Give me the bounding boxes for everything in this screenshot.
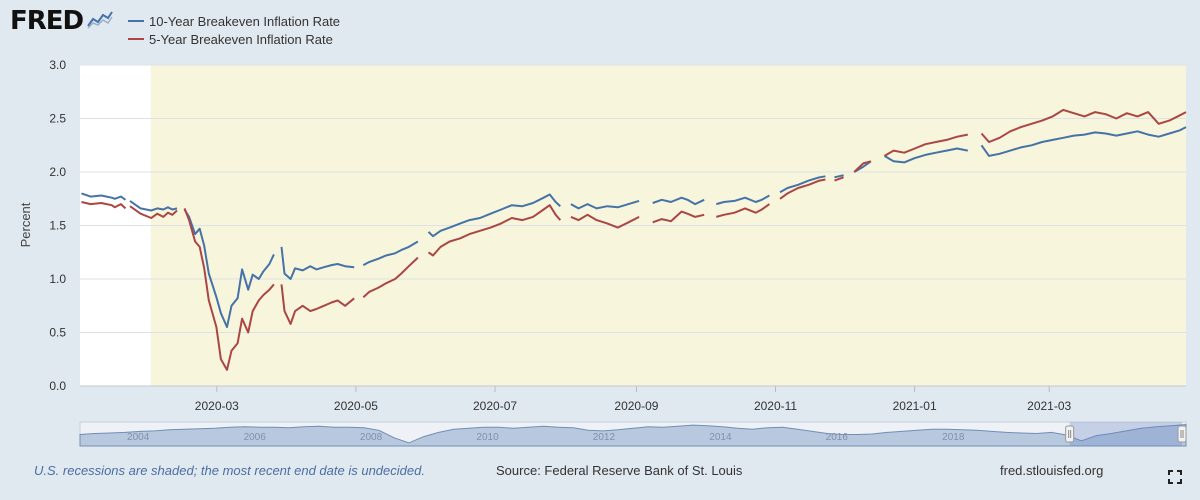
source-text: Source: Federal Reserve Bank of St. Loui… — [496, 463, 743, 478]
series-line-5y — [980, 108, 1187, 143]
mini-chart-icon — [87, 9, 113, 34]
series-line-10y — [81, 192, 127, 201]
series-line-10y — [570, 199, 640, 210]
y-tick-label: 2.5 — [49, 112, 66, 126]
series-line-5y — [570, 213, 640, 229]
x-tick-label: 2020-05 — [334, 399, 378, 413]
series-line-5y — [716, 203, 770, 218]
y-tick-label: 2.0 — [49, 165, 66, 179]
fred-logo: FRED — [10, 6, 113, 36]
recession-note: U.S. recessions are shaded; the most rec… — [34, 463, 425, 478]
x-tick-label: 2020-09 — [614, 399, 658, 413]
series-line-5y — [834, 176, 844, 182]
navigator-tick-label: 2008 — [360, 432, 383, 443]
legend-swatch-5y — [128, 38, 144, 40]
y-tick-label: 1.5 — [49, 219, 66, 233]
fullscreen-icon[interactable] — [1168, 470, 1182, 484]
legend-swatch-10y — [128, 20, 144, 22]
series-line-5y — [427, 204, 562, 257]
navigator-handle-right[interactable] — [1177, 425, 1187, 443]
series-line-5y — [280, 284, 355, 325]
series-line-10y — [652, 196, 705, 206]
navigator-tick-label: 2016 — [826, 432, 849, 443]
series-line-10y — [427, 193, 561, 238]
chart: 0.0 0.5 1.0 1.5 2.0 2.5 3.0 2020-03 2020-05 2020-… — [18, 58, 1187, 447]
navigator-handle-left[interactable] — [1065, 425, 1075, 443]
navigator-tick-label: 2012 — [593, 432, 616, 443]
navigator-tick-label: 2018 — [942, 432, 965, 443]
navigator-selection[interactable] — [1069, 422, 1182, 446]
series-line-10y — [834, 174, 844, 179]
x-tick-label: 2020-07 — [473, 399, 517, 413]
series-line-5y — [883, 133, 968, 157]
series-line-10y — [129, 200, 178, 212]
source-url[interactable]: fred.stlouisfed.org — [1000, 463, 1104, 478]
navigator-tick-label: 2004 — [127, 432, 150, 443]
series-line-5y — [652, 210, 705, 224]
y-tick-label: 1.0 — [49, 272, 66, 286]
plot-area: 0.0 0.5 1.0 1.5 2.0 2.5 3.0 2020-03 2020-05 2020-… — [49, 58, 1187, 413]
series-line-5y — [81, 201, 127, 210]
navigator-tick-label: 2010 — [476, 432, 499, 443]
series-line-10y — [980, 126, 1187, 157]
navigator-series — [79, 424, 1187, 447]
series-line-10y — [716, 194, 770, 206]
x-tick-label: 2020-11 — [754, 399, 797, 413]
series-line-10y — [183, 208, 275, 329]
series-line-5y — [779, 178, 826, 200]
legend-item-5y[interactable]: 5-Year Breakeven Inflation Rate — [128, 30, 340, 48]
legend-label-5y: 5-Year Breakeven Inflation Rate — [149, 31, 333, 47]
y-tick-label: 0.0 — [49, 379, 66, 393]
navigator-tick-label: 2006 — [244, 432, 267, 443]
series-line-5y — [362, 256, 419, 298]
x-tick-label: 2021-03 — [1027, 399, 1071, 413]
y-tick-label: 0.5 — [49, 326, 66, 340]
logo-text: FRED — [10, 6, 84, 36]
y-axis-label: Percent — [18, 202, 33, 247]
series-line-5y — [183, 208, 275, 371]
navigator-tick-label: 2014 — [709, 432, 732, 443]
series-line-5y — [853, 160, 872, 173]
series-line-5y — [129, 205, 178, 219]
series-line-10y — [362, 240, 419, 266]
series-line-10y — [280, 246, 355, 280]
x-tick-label: 2021-01 — [893, 399, 937, 413]
y-tick-label: 3.0 — [49, 58, 66, 72]
legend-label-10y: 10-Year Breakeven Inflation Rate — [149, 13, 341, 29]
series-line-10y — [779, 175, 826, 194]
x-tick-label: 2020-03 — [195, 399, 239, 413]
legend-item-10y[interactable]: 10-Year Breakeven Inflation Rate — [128, 12, 340, 30]
navigator[interactable]: 2004 2006 2008 2010 2012 2014 2016 2018 — [79, 421, 1187, 447]
series-line-10y — [883, 147, 968, 164]
chart-legend: 10-Year Breakeven Inflation Rate 5-Year … — [128, 12, 340, 48]
